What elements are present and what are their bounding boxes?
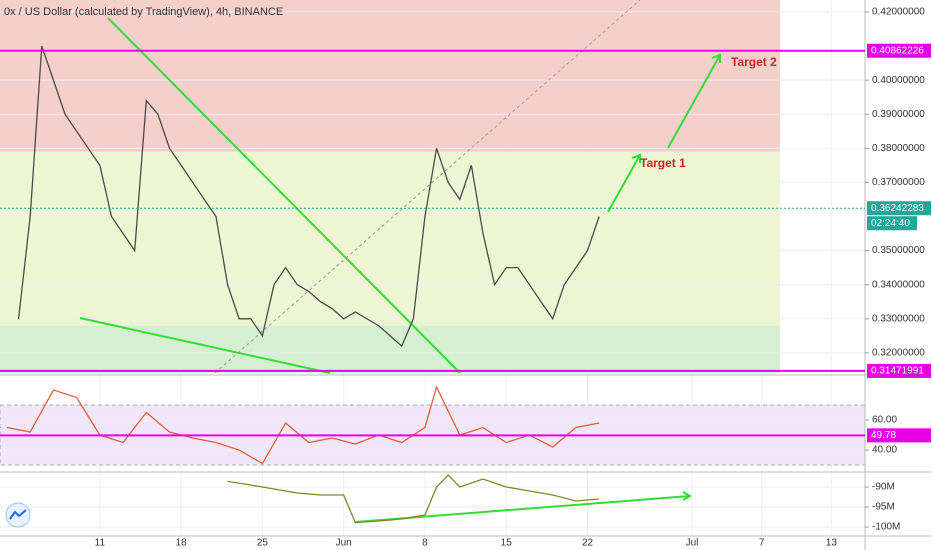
level-tag-label: 0.36242283 [871,203,924,214]
countdown-tag [867,216,917,231]
trend-line [107,17,461,374]
projection-line [214,0,641,374]
level-tag [867,201,931,216]
y-tick-label: -90M [872,482,895,493]
series-line [227,474,600,524]
series-line [6,385,600,465]
y-tick-label: 60.00 [872,415,897,426]
y-tick-label: 0.35000000 [872,245,925,256]
y-tick-label: 0.39000000 [872,109,925,120]
x-tick-label: 15 [501,538,513,549]
zone [0,325,780,373]
target-arrows [607,53,721,213]
x-tick-label: 13 [826,538,838,549]
chart-title: 0x / US Dollar (calculated by TradingVie… [4,6,283,18]
y-tick-label: -95M [872,502,895,513]
x-tick-label: 25 [257,538,269,549]
y-tick-label: 0.37000000 [872,177,925,188]
y-tick-label: -100M [872,522,900,533]
x-tick-label: 11 [95,538,106,549]
series-line [17,45,600,348]
x-tick-label: 22 [582,538,594,549]
x-tick-label: Jul [686,538,699,549]
x-tick-label: 18 [176,538,188,549]
y-tick-label: 0.40000000 [872,75,925,86]
x-tick-label: 8 [422,538,428,549]
target-label: Target 2 [731,55,777,69]
zone [0,0,780,152]
x-tick-label: 7 [759,538,765,549]
backgrounds [0,0,866,536]
countdown-label: 02:24:40 [871,218,910,229]
y-tick-label: 40.00 [872,445,897,456]
level-tag-label: 49.78 [871,430,896,441]
y-tick-label: 0.34000000 [872,279,925,290]
level-tag [867,363,931,378]
y-tick-label: 0.38000000 [872,143,925,154]
trend-line [79,317,331,374]
level-tag-label: 0.40862226 [871,45,924,56]
y-tick-label: 0.33000000 [872,313,925,324]
y-tick-label: 0.32000000 [872,348,925,359]
level-tag [867,43,931,58]
y-tick-label: 0.42000000 [872,7,925,18]
logo-mark [9,509,27,520]
target-label: Target 1 [640,156,686,170]
arrow-head [682,491,693,501]
level-tag [867,428,931,443]
x-tick-label: Jun [336,538,352,549]
zone [0,151,780,326]
level-tag-label: 0.31471991 [871,366,924,377]
